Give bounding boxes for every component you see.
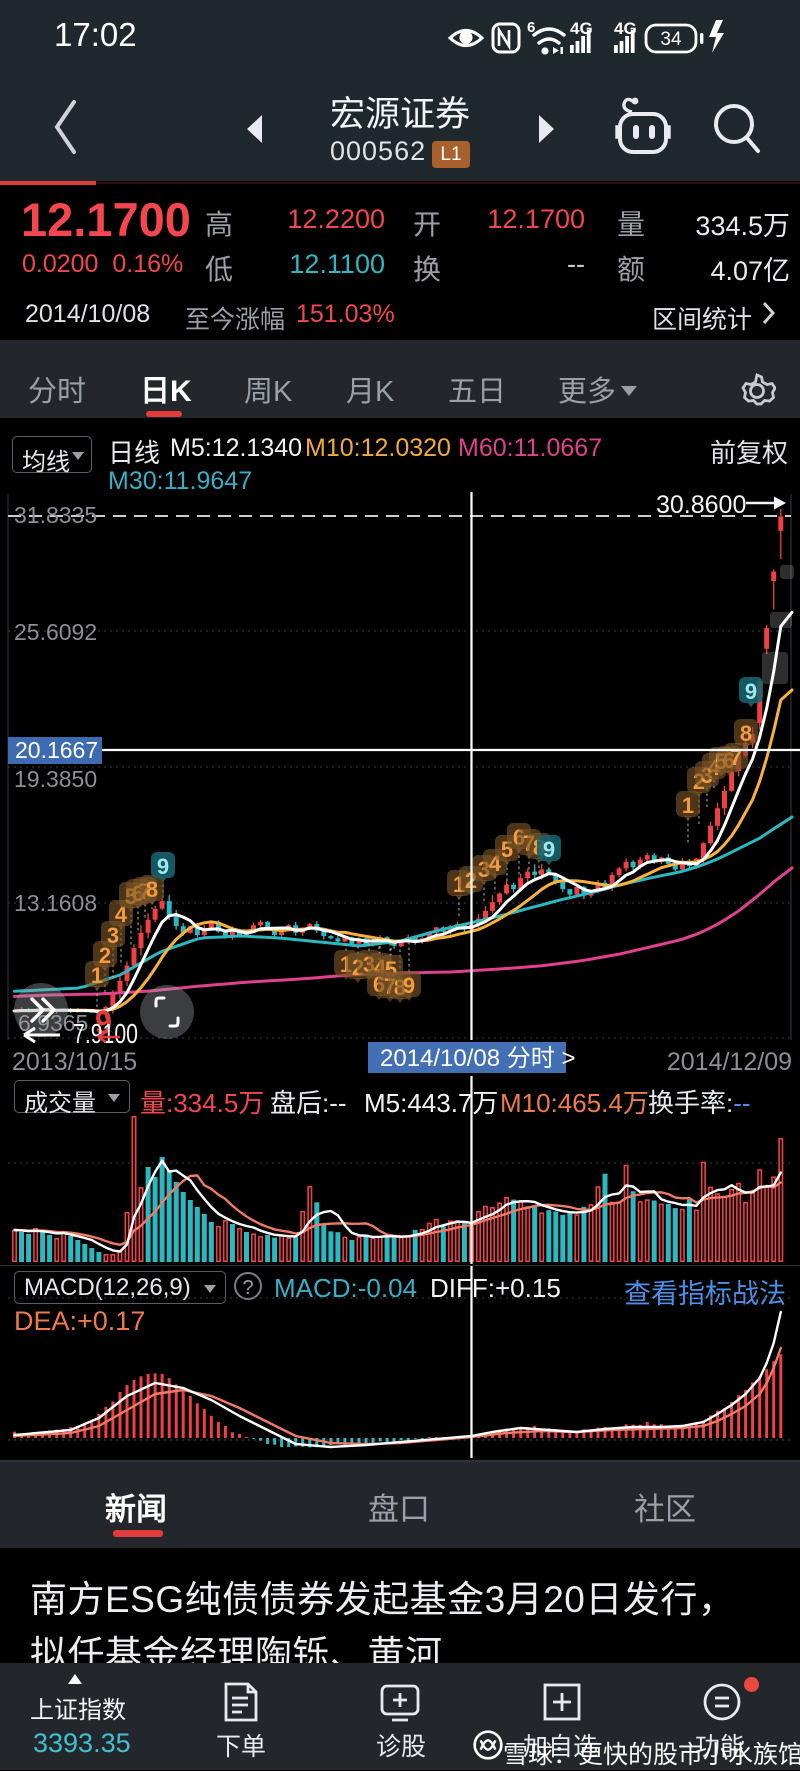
svg-text:4: 4	[115, 902, 128, 927]
svg-text:8: 8	[146, 877, 158, 902]
svg-text:6: 6	[527, 19, 535, 36]
svg-text:19.3850: 19.3850	[14, 766, 97, 792]
svg-text:1: 1	[682, 793, 694, 818]
svg-text:1: 1	[91, 963, 103, 988]
svg-text:25.6092: 25.6092	[14, 619, 97, 645]
svg-text:9: 9	[543, 837, 555, 862]
svg-text:8: 8	[740, 721, 752, 746]
svg-text:2014/10/08 分时 >: 2014/10/08 分时 >	[380, 1045, 575, 1072]
svg-text:9: 9	[95, 1004, 112, 1042]
svg-text:2: 2	[99, 943, 111, 968]
svg-text:2013/10/15: 2013/10/15	[12, 1048, 137, 1076]
svg-text:34: 34	[660, 29, 682, 50]
svg-text:9: 9	[745, 679, 757, 704]
svg-text:3: 3	[107, 923, 119, 948]
svg-text:2014/12/09: 2014/12/09	[667, 1048, 792, 1076]
svg-text:31.8335: 31.8335	[14, 502, 97, 528]
svg-text:30.8600: 30.8600	[656, 491, 746, 519]
svg-text:9: 9	[403, 973, 415, 998]
svg-text:20.1667: 20.1667	[15, 737, 98, 763]
svg-text:13.1608: 13.1608	[14, 890, 97, 916]
svg-text:7: 7	[730, 745, 742, 770]
svg-text:9: 9	[157, 854, 169, 879]
